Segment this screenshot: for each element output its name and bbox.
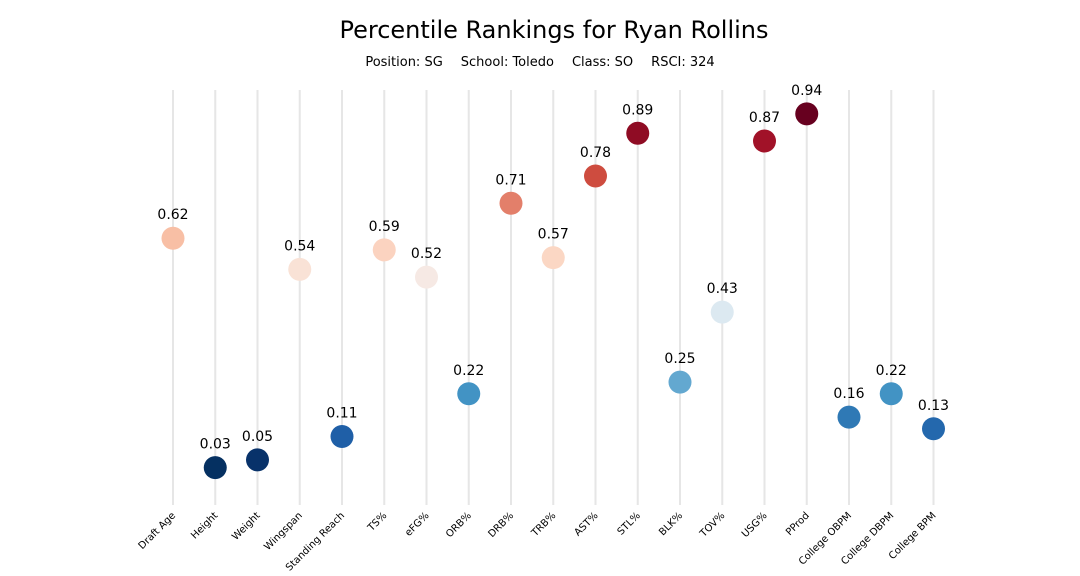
subtitle-class: Class: SO: [571, 55, 634, 70]
data-point: [415, 265, 438, 289]
data-label: 0.05: [242, 429, 273, 445]
data-point: [288, 257, 312, 281]
data-point: [626, 121, 650, 145]
data-label: 0.11: [326, 406, 357, 422]
data-label: 0.62: [157, 207, 188, 223]
x-tick-label: Weight: [230, 510, 262, 542]
data-point: [372, 238, 396, 262]
data-point: [584, 164, 607, 188]
data-label: 0.78: [580, 145, 611, 161]
data-point: [922, 417, 945, 441]
data-label: 0.52: [411, 246, 442, 262]
x-tick-label: TOV%: [698, 510, 728, 540]
data-label: 0.54: [284, 238, 315, 254]
data-point: [457, 382, 481, 406]
data-point: [246, 448, 269, 472]
x-tick-label: TRB%: [529, 510, 558, 539]
x-tick-label: Wingspan: [262, 510, 305, 553]
data-label: 0.94: [791, 83, 822, 99]
chart-title: Percentile Rankings for Ryan Rollins: [339, 16, 769, 44]
x-tick-label: BLK%: [657, 510, 685, 538]
data-label: 0.57: [538, 227, 569, 243]
data-label: 0.22: [876, 363, 907, 379]
subtitle-position: Position: SG: [365, 55, 443, 70]
x-tick-label: Height: [189, 510, 220, 541]
data-label: 0.25: [664, 351, 695, 367]
data-label: 0.13: [918, 398, 949, 414]
data-point: [499, 191, 523, 215]
x-tick-label: STL%: [616, 510, 643, 537]
data-label: 0.16: [833, 386, 864, 402]
data-label: 0.71: [495, 172, 526, 188]
subtitle-rsci: RSCI: 324: [651, 55, 715, 70]
data-point: [161, 226, 185, 250]
data-label: 0.43: [707, 281, 738, 297]
x-tick-label: TS%: [365, 510, 389, 534]
data-point: [710, 300, 734, 324]
x-tick-label: eFG%: [403, 510, 431, 538]
data-label: 0.03: [200, 437, 231, 453]
data-point: [668, 370, 692, 394]
data-point: [795, 102, 819, 126]
x-tick-label: PProd: [784, 510, 812, 538]
chart-subtitle: Position: SG School: Toledo Class: SO RSCI:…: [0, 55, 1080, 70]
data-point: [541, 246, 565, 270]
x-tick-label: ORB%: [444, 510, 474, 540]
x-tick-label: AST%: [572, 510, 600, 538]
subtitle-school: School: Toledo: [460, 55, 554, 70]
data-point: [330, 425, 354, 449]
x-tick-label: Draft Age: [137, 510, 179, 552]
data-point: [837, 405, 861, 429]
x-tick-label: USG%: [740, 510, 770, 540]
data-label: 0.87: [749, 110, 780, 126]
data-point: [879, 382, 903, 406]
data-label: 0.22: [453, 363, 484, 379]
x-tick-label: DRB%: [486, 510, 516, 540]
data-label: 0.59: [369, 219, 400, 235]
data-point: [753, 129, 776, 153]
data-point: [203, 456, 227, 480]
data-label: 0.89: [622, 102, 653, 118]
